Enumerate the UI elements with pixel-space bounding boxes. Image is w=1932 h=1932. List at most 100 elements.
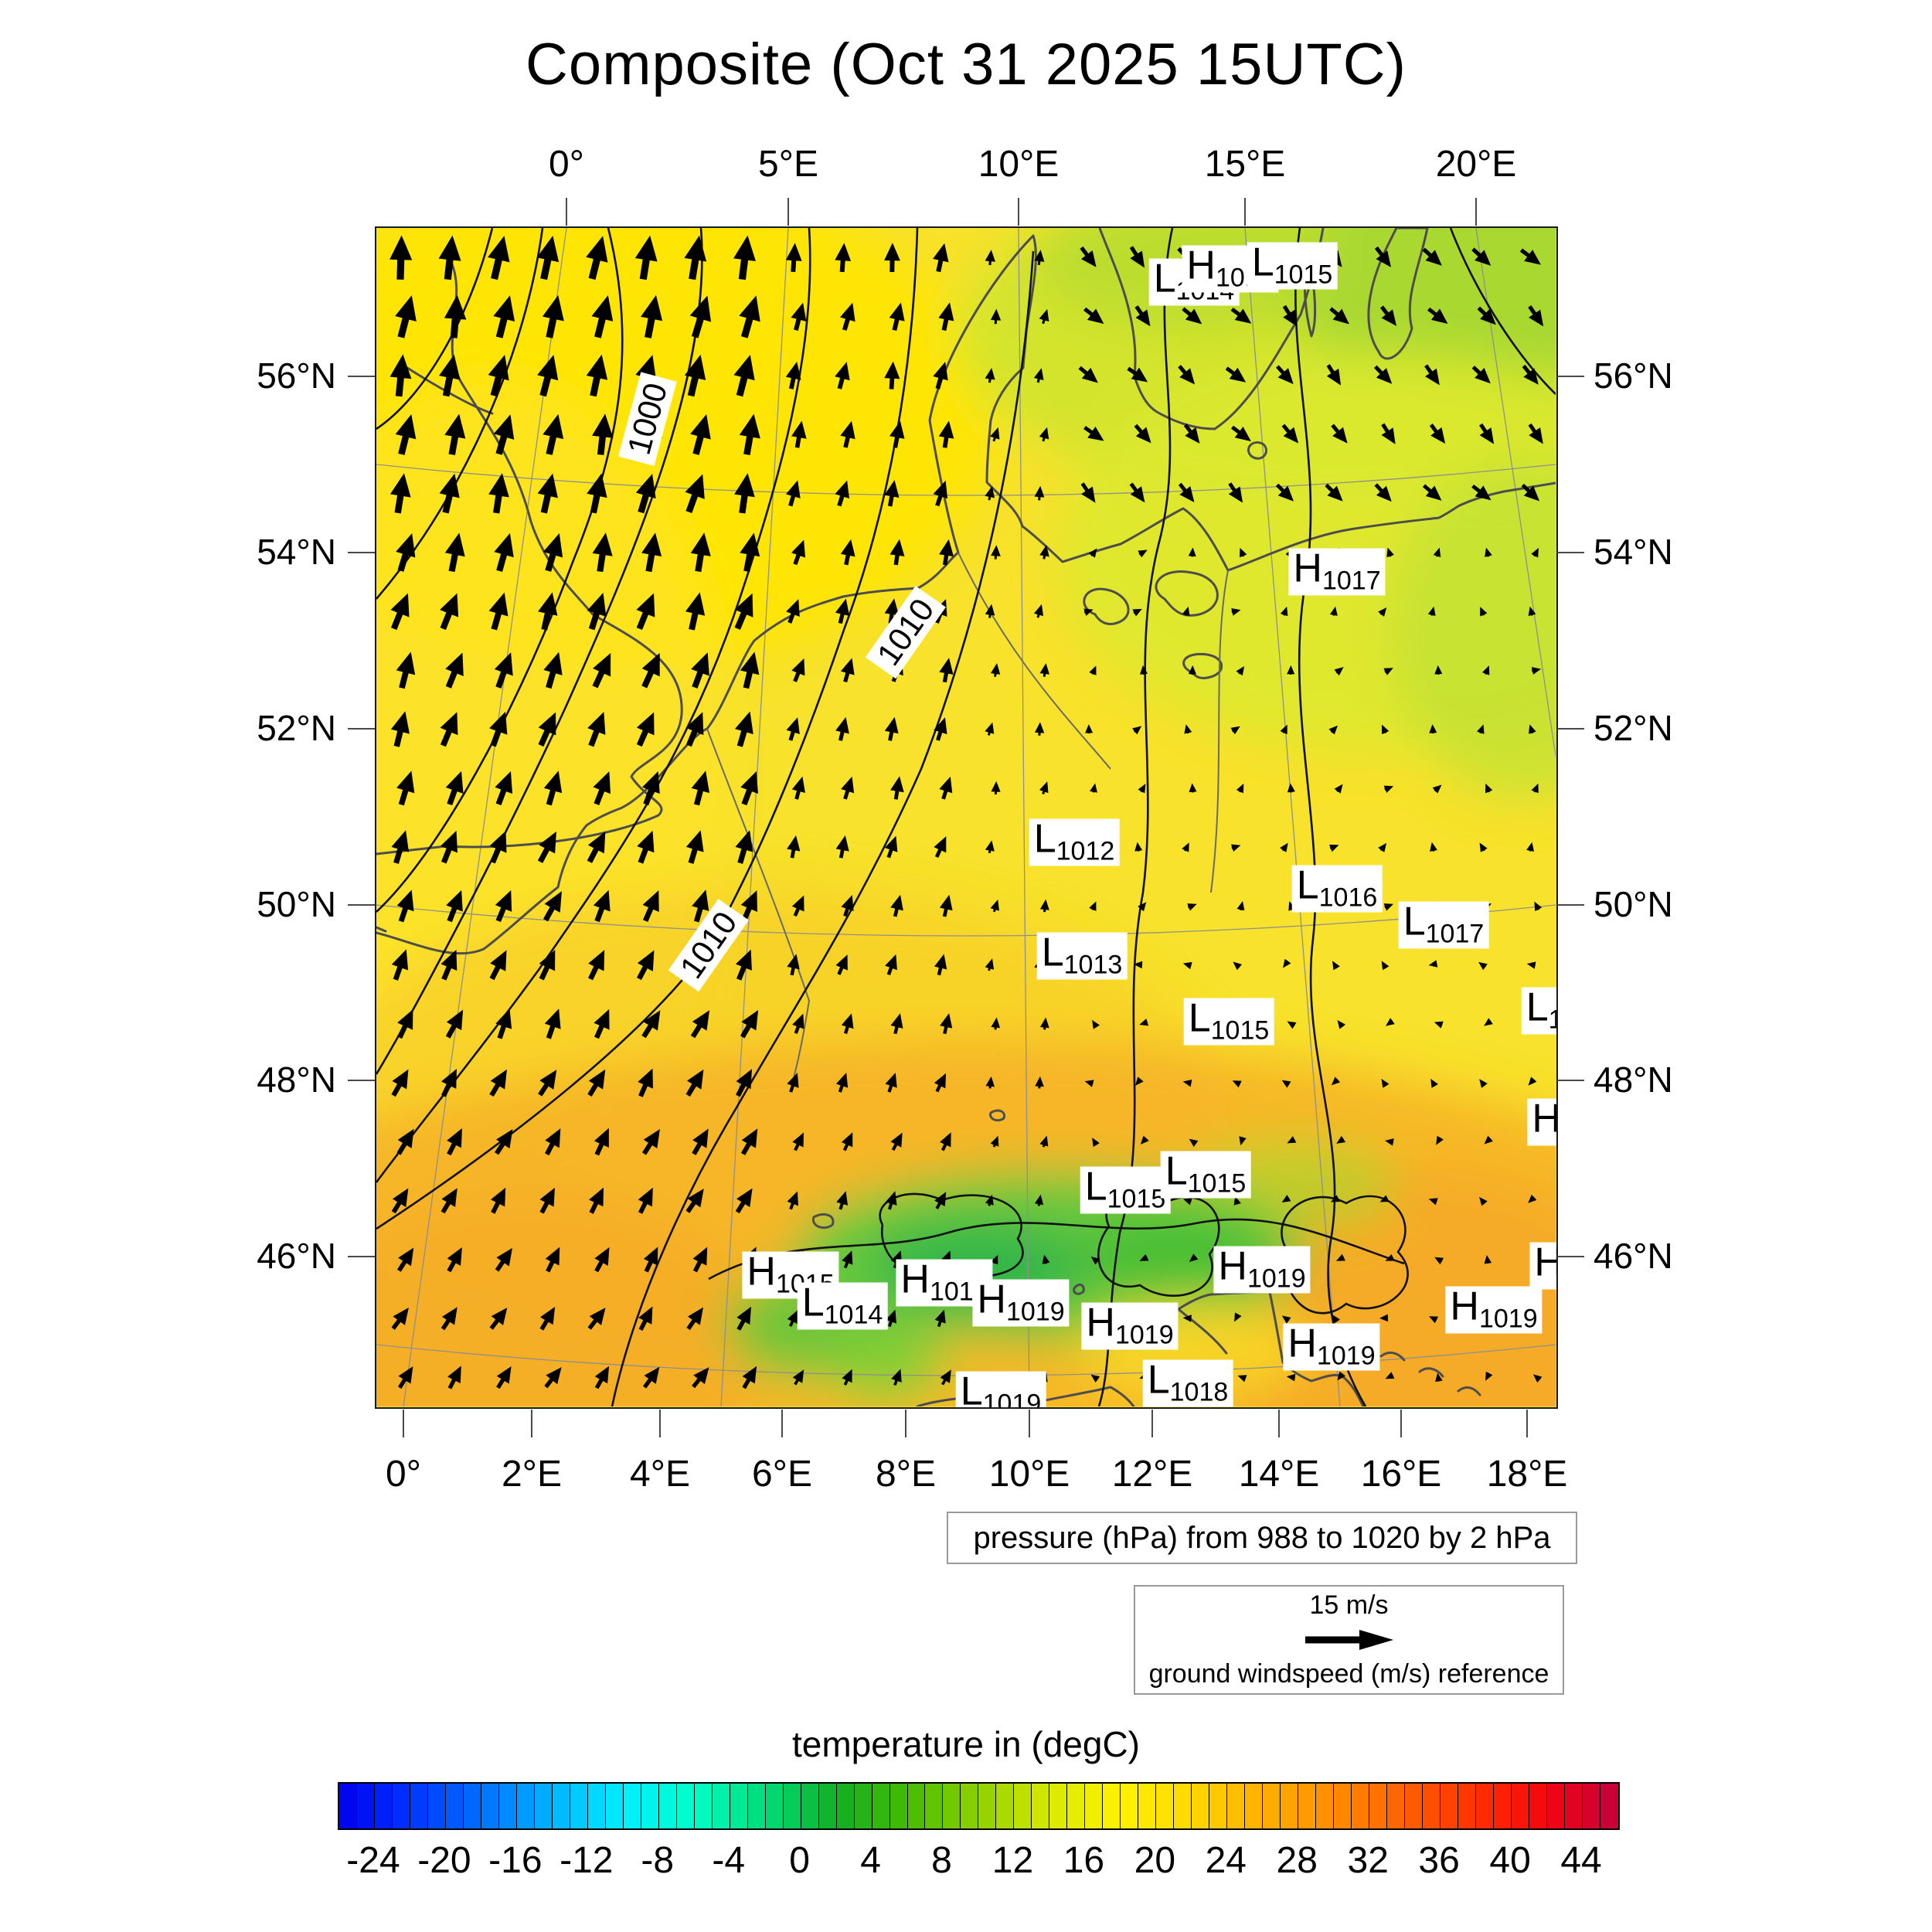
colorbar-cell [516, 1784, 535, 1828]
map-label-overlay: 100010101010L1014H1015L1015H1017L1012L10… [376, 228, 1556, 1407]
colorbar-cell [570, 1784, 588, 1828]
colorbar-cell [427, 1784, 446, 1828]
colorbar-cell [392, 1784, 410, 1828]
bottom-axis-label: 0° [386, 1454, 421, 1495]
bottom-axis-label: 12°E [1111, 1454, 1193, 1495]
colorbar-tick-label: 28 [1276, 1840, 1318, 1881]
colorbar-cell [1281, 1784, 1299, 1828]
colorbar-cell [1085, 1784, 1104, 1828]
colorbar-tick-label: 0 [789, 1840, 810, 1881]
pressure-center-label: H1019 [1529, 1242, 1556, 1290]
bottom-axis-tick [1526, 1410, 1528, 1437]
pressure-center-label: L1013 [1036, 932, 1128, 980]
right-axis-label: 56°N [1594, 355, 1673, 396]
colorbar-cell [374, 1784, 393, 1828]
colorbar-cell [1245, 1784, 1264, 1828]
isobar-value-label: 1010 [668, 898, 750, 992]
pressure-center-label: L1017 [1398, 901, 1489, 949]
colorbar-cell [712, 1784, 730, 1828]
colorbar-cell [943, 1784, 961, 1828]
colorbar-cell [1192, 1784, 1210, 1828]
colorbar-cell [730, 1784, 748, 1828]
bottom-axis-label: 14°E [1238, 1454, 1320, 1495]
pressure-center-label: L1015 [1160, 1151, 1251, 1199]
colorbar-tick-label: -8 [641, 1840, 675, 1881]
pressure-center-label: H1019 [972, 1279, 1070, 1327]
bottom-axis-tick [531, 1410, 532, 1437]
pressure-center-label: L1015 [1080, 1166, 1171, 1214]
bottom-axis-label: 10°E [988, 1454, 1070, 1495]
colorbar-cell [1440, 1784, 1459, 1828]
pressure-center-label: L1015 [1183, 998, 1274, 1046]
colorbar-cell [872, 1784, 890, 1828]
top-axis-tick [1244, 198, 1246, 226]
left-axis-label: 48°N [257, 1060, 336, 1100]
colorbar-cell [1138, 1784, 1157, 1828]
colorbar [338, 1782, 1620, 1830]
left-axis-label: 46°N [257, 1236, 336, 1276]
colorbar-cell [1529, 1784, 1547, 1828]
pressure-center-label: H1019 [1283, 1323, 1380, 1371]
colorbar-tick-label: -16 [488, 1840, 543, 1881]
colorbar-tick-label: 12 [992, 1840, 1034, 1881]
colorbar-cell [1049, 1784, 1068, 1828]
left-axis-label: 52°N [257, 708, 336, 748]
top-axis-tick [1475, 198, 1477, 226]
pressure-center-label: L1016 [1291, 865, 1383, 913]
isobar-value-label: 1010 [865, 585, 947, 679]
colorbar-cell [961, 1784, 979, 1828]
top-axis-label: 15°E [1204, 144, 1286, 185]
colorbar-tick-label: 4 [860, 1840, 881, 1881]
colorbar-cell [1334, 1784, 1352, 1828]
pressure-center-label: H1017 [1288, 548, 1386, 596]
colorbar-cell [641, 1784, 659, 1828]
colorbar-cell [1103, 1784, 1121, 1828]
bottom-axis-label: 18°E [1486, 1454, 1568, 1495]
top-axis-tick [566, 198, 567, 226]
colorbar-tick-label: 8 [931, 1840, 952, 1881]
colorbar-cell [339, 1784, 357, 1828]
colorbar-cell [498, 1784, 517, 1828]
colorbar-cell [1316, 1784, 1335, 1828]
colorbar-cell [445, 1784, 464, 1828]
top-axis-label: 20°E [1435, 144, 1517, 185]
colorbar-tick-label: 36 [1418, 1840, 1460, 1881]
colorbar-title: temperature in (degC) [792, 1724, 1140, 1764]
left-axis-tick [348, 376, 375, 377]
right-axis-label: 46°N [1594, 1236, 1673, 1276]
pressure-center-label: H1019 [1213, 1246, 1311, 1294]
left-axis-label: 54°N [257, 532, 336, 572]
colorbar-cell [481, 1784, 499, 1828]
bottom-axis-tick [1029, 1410, 1030, 1437]
colorbar-tick-label: 16 [1063, 1840, 1105, 1881]
colorbar-cell [1546, 1784, 1565, 1828]
wind-reference-caption: ground windspeed (m/s) reference [1148, 1658, 1549, 1689]
colorbar-cell [1369, 1784, 1388, 1828]
right-axis-tick [1557, 1256, 1584, 1257]
colorbar-cell [765, 1784, 784, 1828]
colorbar-tick-label: -4 [712, 1840, 746, 1881]
left-axis-tick [348, 1256, 375, 1257]
pressure-center-label: H1019 [1527, 1098, 1556, 1146]
colorbar-tick-label: 40 [1489, 1840, 1531, 1881]
colorbar-cell [747, 1784, 766, 1828]
isobar-value-label: 1000 [618, 371, 677, 467]
bottom-axis-label: 6°E [752, 1454, 812, 1495]
left-axis-tick [348, 552, 375, 553]
bottom-axis-tick [1151, 1410, 1153, 1437]
colorbar-tick-label: -12 [560, 1840, 614, 1881]
colorbar-cell [1352, 1784, 1370, 1828]
colorbar-cell [925, 1784, 944, 1828]
bottom-axis-label: 2°E [502, 1454, 562, 1495]
left-axis-tick [348, 728, 375, 730]
colorbar-cell [1423, 1784, 1441, 1828]
colorbar-tick-label: 32 [1347, 1840, 1389, 1881]
colorbar-cell [1458, 1784, 1476, 1828]
right-axis-tick [1557, 552, 1584, 553]
pressure-center-label: L1015 [1247, 242, 1338, 290]
colorbar-cell [605, 1784, 624, 1828]
bottom-axis-tick [781, 1410, 783, 1437]
colorbar-cell [1511, 1784, 1529, 1828]
map-canvas [376, 228, 1556, 1407]
